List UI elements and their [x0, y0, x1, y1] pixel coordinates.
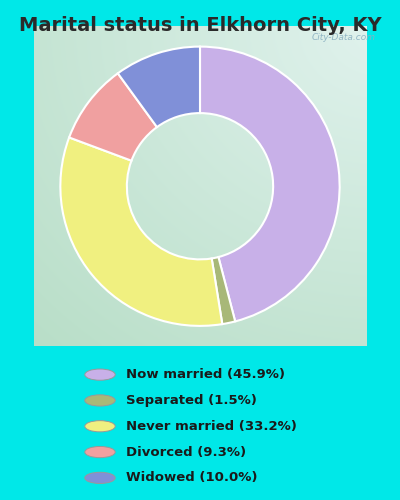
Circle shape [85, 420, 115, 432]
Circle shape [85, 369, 115, 380]
Wedge shape [212, 257, 235, 324]
Text: City-Data.com: City-Data.com [312, 34, 376, 42]
Wedge shape [69, 74, 157, 160]
Wedge shape [60, 138, 222, 326]
Text: Never married (33.2%): Never married (33.2%) [126, 420, 297, 432]
Text: Marital status in Elkhorn City, KY: Marital status in Elkhorn City, KY [19, 16, 381, 35]
Text: Divorced (9.3%): Divorced (9.3%) [126, 446, 246, 458]
Wedge shape [200, 46, 340, 322]
Text: Now married (45.9%): Now married (45.9%) [126, 368, 285, 381]
Text: Widowed (10.0%): Widowed (10.0%) [126, 472, 258, 484]
Wedge shape [118, 46, 200, 127]
Circle shape [85, 395, 115, 406]
Circle shape [85, 472, 115, 484]
Circle shape [85, 446, 115, 458]
Text: Separated (1.5%): Separated (1.5%) [126, 394, 257, 407]
